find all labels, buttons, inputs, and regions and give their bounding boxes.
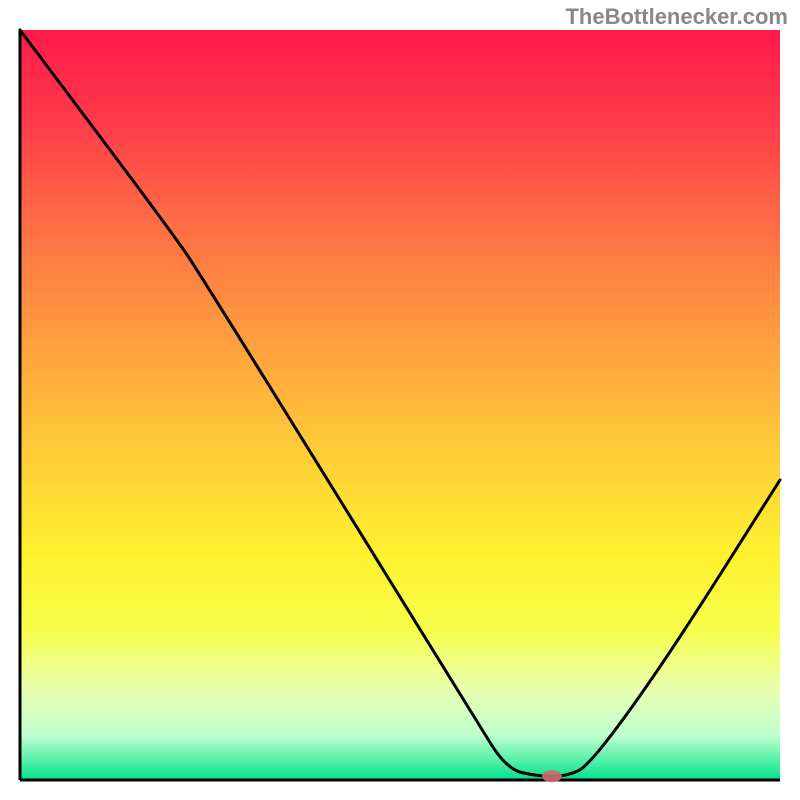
chart-container: TheBottlenecker.com xyxy=(0,0,800,800)
bottleneck-chart xyxy=(0,0,800,800)
optimal-marker xyxy=(542,770,562,782)
plot-background xyxy=(20,30,780,780)
watermark-text: TheBottlenecker.com xyxy=(565,4,788,30)
